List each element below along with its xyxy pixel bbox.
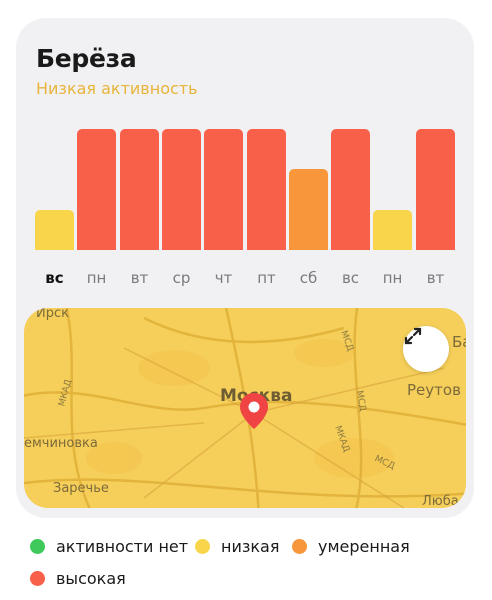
forecast-day-label-1: вс [45, 269, 64, 287]
forecast-day-label-9: пн [382, 269, 403, 287]
legend-dot-moderate [292, 539, 307, 554]
forecast-day-label-4: ср [172, 269, 191, 287]
legend-dot-low [195, 539, 210, 554]
legend-dot-high [30, 571, 45, 586]
forecast-bar-6[interactable] [247, 129, 286, 250]
map-label-reutov: Реутов [407, 381, 461, 399]
expand-map-button[interactable] [403, 326, 449, 372]
forecast-bar-2[interactable] [77, 129, 116, 250]
pollen-card: Берёза Низкая активность вс пн вт ср чт пт сб в… [16, 18, 474, 518]
map-roads [24, 308, 466, 508]
legend-dot-none [30, 539, 45, 554]
forecast-day-label-7: сб [299, 269, 318, 287]
forecast-bar-8[interactable] [331, 129, 370, 250]
legend-label-moderate: умеренная [318, 537, 410, 556]
activity-level-label: Низкая активность [36, 79, 198, 98]
forecast-bar-7[interactable] [289, 169, 328, 250]
forecast-day-label-8: вс [341, 269, 360, 287]
map-label-zarechye: Заречье [53, 481, 109, 496]
forecast-bar-3[interactable] [120, 129, 159, 250]
allergen-title: Берёза [36, 44, 137, 73]
map-label-chermenovka: емчиновка [24, 436, 98, 451]
legend-item-high: высокая [30, 569, 126, 588]
forecast-day-label-5: чт [214, 269, 233, 287]
forecast-bar-9[interactable] [373, 210, 412, 250]
legend-item-moderate: умеренная [292, 537, 410, 556]
forecast-chart: вс пн вт ср чт пт сб вс пн вт [16, 18, 474, 298]
forecast-bar-10[interactable] [416, 129, 455, 250]
forecast-bar-4[interactable] [162, 129, 201, 250]
map-label-top-left: Ирск [36, 308, 69, 321]
forecast-bar-1[interactable] [35, 210, 74, 250]
forecast-day-label-3: вт [130, 269, 149, 287]
legend-item-none: активности нет [30, 537, 188, 556]
forecast-day-label-10: вт [426, 269, 445, 287]
forecast-bar-5[interactable] [204, 129, 243, 250]
forecast-day-label-2: пн [86, 269, 107, 287]
legend-label-high: высокая [56, 569, 126, 588]
legend-label-none: активности нет [56, 537, 189, 556]
legend-label-low: низкая [221, 537, 280, 556]
map-label-balashikha: Ба [452, 333, 466, 351]
legend-item-low: низкая [195, 537, 279, 556]
forecast-day-label-6: пт [257, 269, 276, 287]
map-label-lyubertsy: Люба [422, 494, 459, 508]
pollen-map[interactable]: Ирск МКАД МСД МСД МСД МКАД Москва Реутов… [24, 308, 466, 508]
